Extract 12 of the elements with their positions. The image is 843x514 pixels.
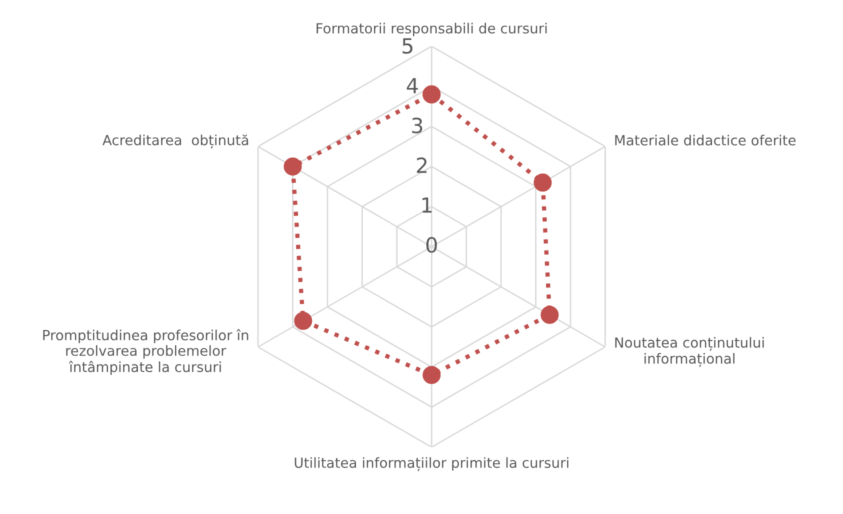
spoke-label: Materiale didactice oferite <box>615 134 796 146</box>
y-tick-label: 5 <box>402 38 412 54</box>
spoke-label: Utilitatea informațiilor primite la cursuri <box>294 457 568 472</box>
y-tick-label: 4 <box>406 78 418 94</box>
y-tick-label: 0 <box>426 237 437 253</box>
spoke-label: Acreditarea obținută <box>102 134 248 148</box>
spoke-label: Promptitudinea profesorilor în rezolvarea problemelor întâmpinate la cursuri <box>43 329 248 375</box>
y-tick-label: 1 <box>422 197 432 213</box>
spoke-label: Formatorii responsabili de cursuri <box>316 22 547 36</box>
y-tick-label: 2 <box>416 157 427 173</box>
spoke-label: Noutatea conținutului informațional <box>615 337 764 367</box>
y-tick-label: 3 <box>412 118 422 134</box>
